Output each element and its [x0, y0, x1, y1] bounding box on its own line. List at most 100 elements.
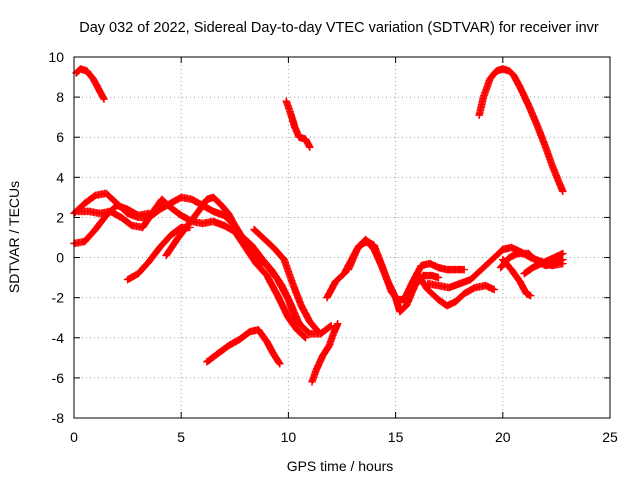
data-point — [289, 112, 292, 114]
data-point — [75, 72, 77, 74]
data-point — [420, 264, 423, 267]
data-markers — [282, 97, 314, 152]
y-axis-label: SDTVAR / TECUs — [6, 181, 22, 293]
data-point — [336, 322, 339, 325]
data-point — [180, 196, 182, 199]
data-point — [94, 228, 97, 231]
data-point — [364, 238, 367, 241]
data-point — [176, 238, 178, 241]
data-point — [499, 266, 502, 269]
data-point — [218, 202, 221, 205]
data-point — [373, 248, 375, 251]
data-point — [527, 104, 530, 106]
data-point — [109, 210, 112, 213]
data-point — [379, 262, 382, 265]
data-point — [463, 268, 466, 271]
data-point — [463, 292, 466, 295]
data-point — [510, 268, 513, 271]
data-point — [272, 246, 275, 249]
data-point — [519, 86, 521, 88]
data-point — [326, 296, 328, 299]
data-point — [495, 70, 498, 72]
data-point — [287, 316, 290, 319]
series-arc-10 — [250, 225, 323, 336]
series-arc-1 — [72, 65, 108, 104]
y-tick-label: -4 — [52, 330, 65, 346]
grid-lines — [74, 57, 610, 418]
series-arc-9 — [203, 325, 284, 368]
data-point — [508, 70, 511, 72]
data-point — [212, 220, 215, 223]
data-point — [126, 278, 129, 281]
data-point — [429, 262, 431, 265]
data-point — [489, 78, 491, 80]
data-markers — [475, 65, 567, 196]
series-arc-2 — [282, 97, 314, 152]
data-point — [403, 298, 405, 301]
y-tick-labels: -8 -6 -4 -2 0 2 4 6 8 10 — [48, 49, 64, 426]
data-point — [437, 266, 440, 269]
data-point — [527, 252, 530, 255]
x-axis-label: GPS time / hours — [287, 458, 394, 474]
y-tick-label: -2 — [52, 290, 65, 306]
data-point — [315, 369, 318, 371]
data-point — [502, 68, 504, 70]
data-point — [281, 284, 283, 287]
data-point — [437, 284, 440, 287]
data-point — [94, 194, 97, 197]
data-point — [266, 274, 268, 277]
data-point — [422, 274, 425, 277]
data-point — [484, 284, 487, 287]
y-tick-label: -6 — [52, 370, 65, 386]
data-point — [105, 192, 107, 195]
data-point — [261, 236, 264, 239]
data-point — [227, 212, 230, 215]
data-point — [197, 210, 200, 213]
y-tick-label: -8 — [52, 410, 65, 426]
data-point — [311, 381, 313, 383]
data-point — [294, 126, 296, 128]
data-point — [180, 214, 182, 217]
series-arc-18 — [520, 249, 567, 278]
data-point — [502, 248, 504, 251]
data-point — [551, 164, 553, 167]
data-point — [289, 302, 292, 305]
data-point — [480, 268, 483, 271]
data-point — [137, 216, 140, 219]
data-point — [223, 224, 225, 227]
data-point — [158, 208, 161, 211]
data-point — [276, 294, 279, 297]
data-point — [321, 355, 324, 357]
data-point — [141, 226, 144, 229]
data-point — [309, 332, 311, 335]
data-point — [411, 280, 414, 283]
data-point — [79, 68, 82, 70]
data-point — [169, 234, 172, 237]
data-point — [328, 345, 330, 347]
data-point — [416, 272, 418, 275]
data-point — [120, 216, 122, 219]
x-tick-labels: 0 5 10 15 20 25 — [70, 429, 618, 445]
data-point — [491, 258, 493, 261]
data-point — [356, 248, 358, 251]
y-tick-label: 2 — [56, 209, 64, 225]
data-point — [474, 286, 476, 289]
data-point — [77, 210, 80, 213]
data-point — [137, 272, 140, 275]
data-point — [251, 244, 253, 247]
data-point — [227, 345, 230, 347]
data-point — [562, 190, 564, 193]
data-point — [148, 260, 150, 263]
data-point — [334, 280, 337, 283]
data-point — [446, 304, 448, 307]
data-point — [240, 234, 243, 237]
data-point — [180, 226, 182, 229]
x-tick-label: 20 — [495, 429, 511, 445]
data-point — [502, 258, 504, 261]
data-point — [212, 210, 215, 213]
data-point — [557, 180, 560, 183]
data-point — [257, 328, 260, 331]
data-point — [437, 298, 440, 301]
x-tick-label: 10 — [281, 429, 297, 445]
